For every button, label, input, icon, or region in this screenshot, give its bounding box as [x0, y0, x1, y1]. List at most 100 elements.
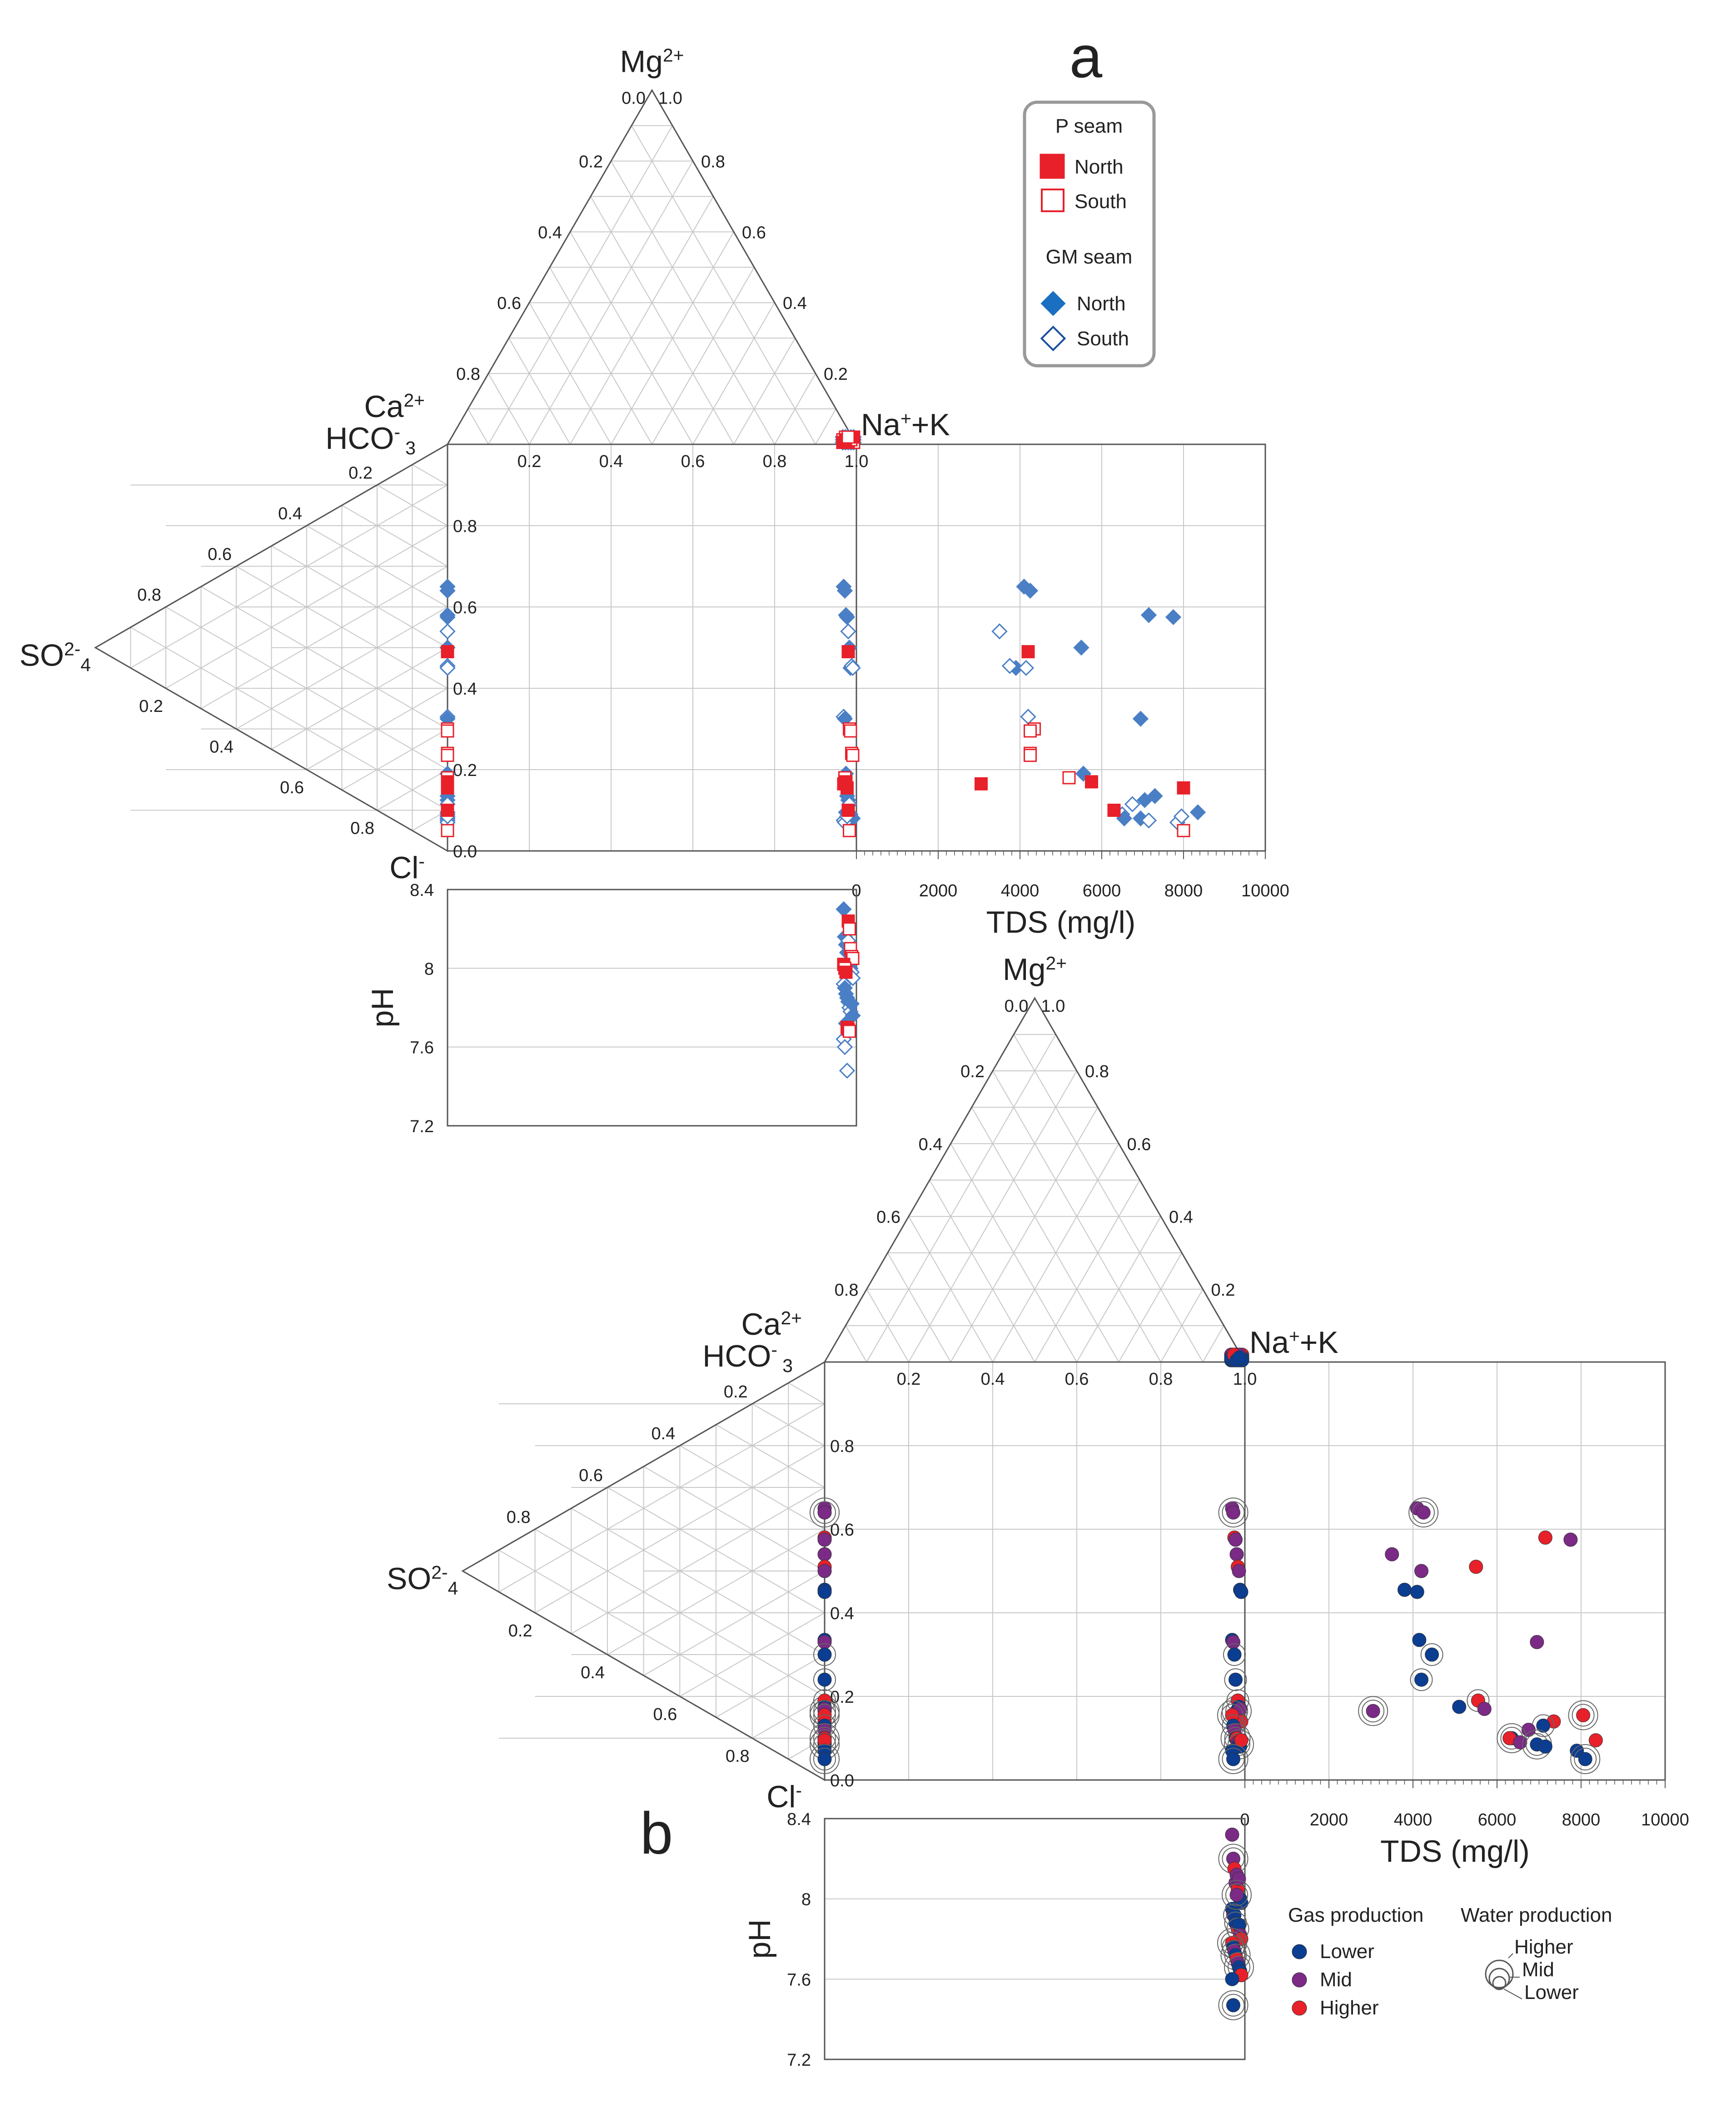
ternary-tick-label: 0.0 — [1005, 997, 1029, 1016]
tds-tick-label: 2000 — [1310, 1810, 1348, 1830]
tds-point-water-ring — [1408, 1497, 1439, 1528]
ternary-tick-label: 0.8 — [137, 586, 161, 605]
ph-point-water-ring — [1225, 1883, 1248, 1906]
hco3-axis-label: HCO- 3 — [702, 1339, 793, 1376]
tds-point — [1538, 1739, 1552, 1754]
tds-point — [1538, 1530, 1552, 1545]
ternary-grid-line — [412, 464, 448, 486]
left-axis-tick-label: 0.0 — [453, 842, 477, 861]
square-point — [1227, 1647, 1242, 1662]
tds-point — [1140, 812, 1157, 829]
central-square: 0.2 0.4 0.6 0.8 1.00.00.20.40.60.80 2000 4000 6… — [824, 1361, 1689, 1869]
ternary-tick-label: 1.0 — [1041, 997, 1065, 1016]
legend-water-leader — [1503, 1989, 1522, 1999]
legend-gas-lower-marker — [1292, 1944, 1307, 1959]
tds-axis-label: TDS (mg/l) — [986, 905, 1136, 940]
square-point — [1229, 1547, 1244, 1561]
top-axis-tick-label: 0.2 — [897, 1370, 921, 1389]
tds-tick-label: 2000 — [919, 881, 958, 900]
ternary-grid-line — [788, 1382, 825, 1404]
ph-frame — [824, 1818, 1246, 2060]
ternary-grid-line — [535, 1529, 825, 1697]
central-square: 0.2 0.4 0.6 0.8 1.00.00.20.40.60.80 2000 4000 6… — [447, 443, 1289, 940]
ternary-grid-line — [488, 373, 530, 445]
ternary-tick-label: 0.4 — [1169, 1208, 1193, 1227]
anion-projection-point — [441, 749, 454, 762]
tds-point — [1513, 1735, 1527, 1750]
ph-box: 8.4 8 7.6 7.2 pH — [742, 1810, 1246, 2070]
square-point — [841, 781, 854, 795]
ternary-tick-label: 0.4 — [783, 294, 807, 313]
anion-projection-point — [817, 1532, 832, 1547]
tds-point — [1020, 708, 1036, 725]
top-axis-tick-label: 1.0 — [845, 452, 869, 471]
square-point-water-ring — [1222, 1748, 1245, 1770]
tds-point — [1018, 660, 1035, 676]
tds-point — [1173, 808, 1190, 825]
ternary-tick-label: 0.8 — [456, 365, 480, 384]
tds-point-water-ring — [1570, 1744, 1601, 1774]
ternary-grid-line — [306, 525, 448, 607]
ternary-grid-line — [1034, 1179, 1140, 1362]
ternary-grid-line — [271, 647, 448, 750]
square-point — [836, 582, 853, 599]
cl-axis-label: Cl- — [766, 1780, 802, 1814]
ternary-grid-line — [971, 1107, 1119, 1362]
ph-tick-label: 7.6 — [787, 1970, 811, 1989]
ternary-grid-line — [866, 1289, 909, 1362]
anion-ternary: 0.2 0.2 0.4 0.4 0.6 0.6 0.8 0.8 HCO- 3 SO2-4 Cl- — [20, 421, 448, 885]
panel-a-label: a — [1069, 24, 1103, 90]
ternary-tick-label: 0.6 — [876, 1208, 900, 1227]
legend-p-seam-title: P seam — [1055, 115, 1123, 137]
square-point-water-ring — [1218, 1497, 1249, 1528]
ternary-grid-line — [271, 545, 448, 648]
anion-projection-point-water-ring — [813, 1748, 836, 1770]
ternary-tick-label: 0.2 — [139, 697, 163, 716]
ph-point — [839, 965, 853, 979]
square-point — [1234, 1585, 1249, 1599]
tds-tick-label: 10000 — [1241, 881, 1289, 900]
legend-gm-south-marker — [1040, 325, 1066, 352]
square-point — [844, 724, 857, 738]
tds-point — [975, 777, 988, 790]
ternary-tick-label: 0.6 — [497, 294, 521, 313]
ph-box: 8.4 8 7.6 7.2 pH — [365, 881, 857, 1136]
anion-projection-point — [817, 1635, 832, 1649]
ph-point — [843, 995, 860, 1012]
square-point — [1226, 1752, 1240, 1766]
anion-projection-point-water-ring — [810, 1497, 840, 1528]
ternary-grid-line — [716, 1654, 825, 1718]
ternary-grid-line — [200, 566, 448, 709]
tds-point-water-ring — [1572, 1704, 1595, 1727]
anion-projection-point — [441, 645, 454, 658]
panel-b-durov-plot: 0.2 0.8 0.4 0.6 0.6 0.4 0.8 0.2 0.0 1.0 Mg2+ Ca2+ Na… — [387, 952, 1689, 2070]
anion-projection-point — [441, 824, 454, 837]
ph-point-water-ring — [1222, 1879, 1252, 1910]
tds-point — [1062, 771, 1076, 785]
tds-point — [1024, 724, 1037, 738]
square-point — [839, 609, 856, 626]
cl-axis-label: Cl- — [389, 850, 425, 885]
tds-point — [1410, 1585, 1424, 1599]
left-axis-tick-label: 0.4 — [453, 680, 477, 699]
ternary-grid-line — [130, 484, 448, 669]
tds-point — [1136, 792, 1153, 808]
anion-projection-point — [439, 582, 456, 599]
tds-point — [1416, 1505, 1431, 1520]
ternary-grid-line — [733, 338, 796, 445]
cation-point — [1232, 1350, 1247, 1365]
anion-projection-point — [817, 1752, 832, 1766]
ph-point — [836, 1039, 853, 1055]
ternary-grid-line — [130, 626, 448, 811]
ternary-tick-label: 0.0 — [622, 89, 646, 108]
left-axis-tick-label: 0.2 — [453, 761, 477, 780]
anion-projection-point-water-ring — [810, 1744, 840, 1774]
tds-tick-label: 4000 — [1394, 1810, 1433, 1830]
mg-axis-label: Mg2+ — [620, 45, 684, 79]
ternary-grid-line — [643, 1466, 825, 1571]
panel-b-label: b — [640, 1800, 673, 1866]
legend-water-leader — [1508, 1953, 1513, 1959]
anion-projection-point — [439, 660, 456, 676]
panel-a-durov-plot: 0.2 0.8 0.4 0.6 0.6 0.4 0.8 0.2 0.0 1.0 Mg2+ Ca2+ Na… — [20, 45, 1289, 1136]
anion-projection-point-water-ring — [813, 1668, 836, 1691]
